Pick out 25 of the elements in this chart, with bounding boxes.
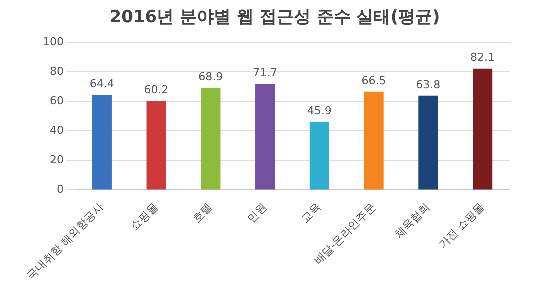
bar xyxy=(256,84,276,190)
data-label: 63.8 xyxy=(416,78,441,92)
x-tick-label: 호텔 xyxy=(190,200,216,226)
bar xyxy=(92,95,112,190)
x-tick-label: 민원 xyxy=(244,200,270,226)
y-tick-label: 0 xyxy=(56,183,64,196)
y-tick-label: 60 xyxy=(50,94,64,108)
bar xyxy=(364,92,384,190)
chart-title: 2016년 분야별 웹 접근성 준수 실태(평균) xyxy=(110,8,440,28)
y-tick-label: 100 xyxy=(42,35,64,48)
bar xyxy=(473,68,493,190)
y-tick-label: 80 xyxy=(50,64,64,78)
y-tick-label: 40 xyxy=(50,124,64,137)
data-label: 66.5 xyxy=(362,74,386,88)
bar xyxy=(146,101,166,190)
bar xyxy=(201,88,221,190)
data-label: 71.7 xyxy=(253,66,278,80)
y-tick-label: 20 xyxy=(50,153,64,166)
data-label: 45.9 xyxy=(307,104,332,118)
bar xyxy=(310,122,330,190)
data-label: 82.1 xyxy=(470,51,496,64)
data-label: 68.9 xyxy=(198,70,224,84)
data-label: 64.4 xyxy=(90,77,114,90)
bar xyxy=(418,96,438,190)
data-label: 60.2 xyxy=(144,84,169,97)
